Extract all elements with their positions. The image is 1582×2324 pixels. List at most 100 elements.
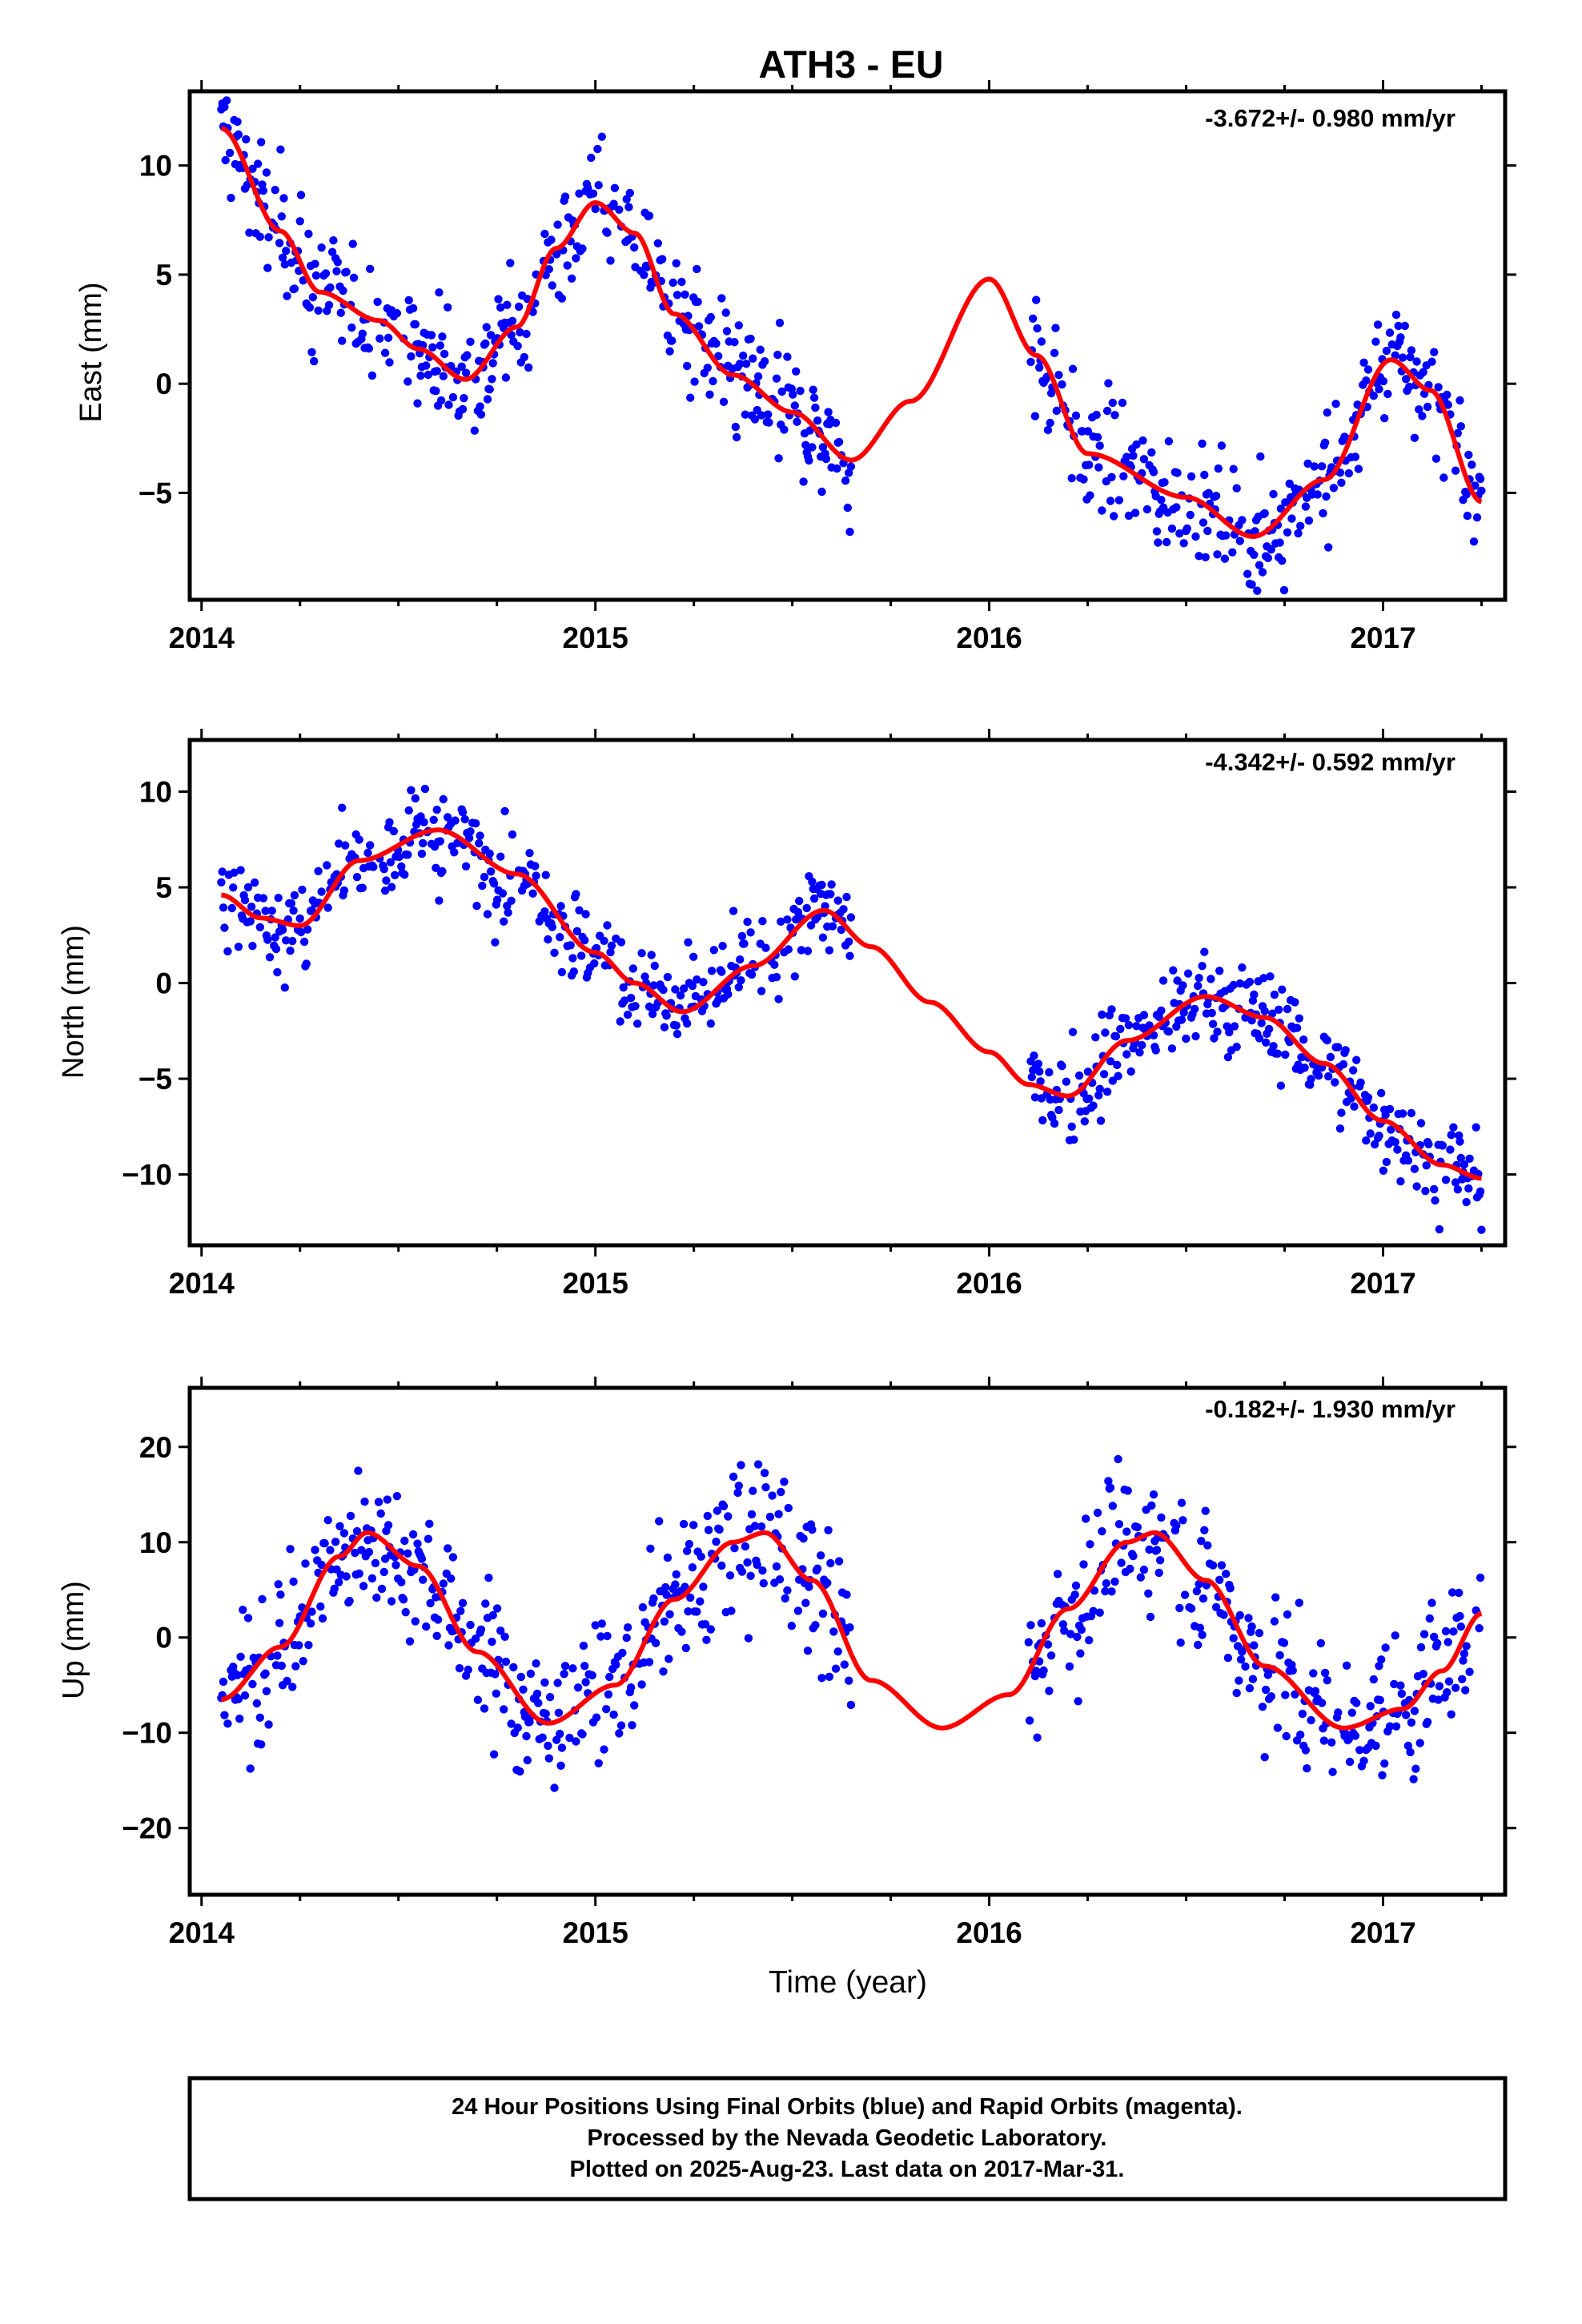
up-position-point: [252, 1699, 261, 1708]
east-position-point: [673, 291, 682, 300]
up-position-point: [500, 1632, 509, 1641]
north-position-point: [1107, 1005, 1116, 1014]
up-position-point: [1443, 1688, 1452, 1697]
north-position-point: [1054, 1105, 1063, 1115]
up-y-tick-label: 0: [155, 1622, 172, 1655]
up-model-line: [220, 1530, 1483, 1731]
north-position-point: [1101, 1028, 1110, 1037]
east-position-point: [481, 339, 490, 348]
up-position-point: [1427, 1598, 1436, 1607]
north-position-point: [1102, 1088, 1112, 1096]
east-position-point: [1285, 479, 1294, 489]
north-position-point: [429, 815, 438, 824]
up-position-point: [1045, 1687, 1054, 1695]
north-position-point: [777, 917, 785, 927]
north-position-point: [460, 814, 469, 824]
up-position-point: [1298, 1709, 1307, 1719]
up-position-point: [1303, 1764, 1311, 1773]
east-position-point: [1351, 452, 1360, 461]
north-position-point: [1369, 1103, 1379, 1112]
east-position-point: [622, 195, 631, 203]
up-position-point: [1176, 1638, 1185, 1647]
up-position-point: [628, 1721, 636, 1730]
north-position-point: [475, 838, 484, 848]
up-position-point: [1102, 1579, 1111, 1588]
up-position-point: [1117, 1558, 1126, 1567]
north-position-point: [1198, 962, 1207, 971]
east-position-point: [1406, 352, 1415, 362]
up-position-point: [401, 1608, 410, 1617]
east-position-point: [734, 321, 743, 330]
east-position-point: [259, 186, 268, 195]
north-position-point: [729, 907, 738, 915]
north-position-point: [267, 907, 276, 915]
up-position-point: [496, 1626, 505, 1635]
east-position-point: [681, 290, 689, 299]
east-position-point: [741, 410, 750, 419]
up-position-point: [753, 1460, 763, 1469]
up-position-point: [1037, 1618, 1046, 1628]
north-position-point: [676, 991, 685, 1000]
east-plot-frame: [187, 89, 1508, 602]
up-position-point: [1344, 1735, 1354, 1743]
north-position-point: [382, 876, 391, 885]
east-position-point: [1379, 376, 1388, 386]
up-position-point: [501, 1657, 511, 1667]
north-position-point: [746, 928, 755, 937]
up-position-point: [603, 1631, 612, 1641]
up-position-point: [1104, 1477, 1113, 1486]
up-position-point: [775, 1575, 785, 1584]
north-position-point: [758, 917, 767, 926]
up-position-point: [466, 1620, 475, 1630]
up-position-point: [330, 1584, 339, 1594]
footer-line-1: 24 Hour Positions Using Final Orbits (bl…: [452, 2094, 1243, 2120]
north-position-point: [432, 806, 441, 814]
up-position-point: [817, 1674, 826, 1683]
up-position-point: [1261, 1685, 1271, 1695]
up-position-point: [1378, 1771, 1387, 1779]
up-position-point: [596, 1632, 605, 1641]
up-position-point: [1195, 1623, 1205, 1632]
up-position-point: [1451, 1683, 1460, 1692]
up-position-point: [605, 1672, 614, 1682]
east-position-point: [653, 239, 662, 247]
north-position-point: [828, 922, 837, 931]
up-position-point: [845, 1676, 853, 1685]
up-position-point: [405, 1637, 415, 1646]
east-position-point: [547, 235, 556, 244]
up-x-tick-label: 2016: [956, 1916, 1022, 1949]
east-position-point: [1232, 484, 1241, 493]
up-position-point: [592, 1713, 601, 1722]
up-position-point: [1108, 1502, 1118, 1510]
up-position-point: [444, 1544, 452, 1553]
up-y-axis-label: Up (mm): [57, 1581, 90, 1699]
north-position-point: [458, 808, 468, 817]
east-position-point: [1213, 550, 1222, 559]
up-position-point: [392, 1492, 402, 1501]
east-position-point: [553, 220, 562, 229]
east-position-point: [1303, 459, 1312, 468]
east-position-point: [439, 372, 448, 380]
north-position-point: [489, 879, 499, 888]
north-position-point: [577, 951, 586, 960]
east-position-point: [436, 396, 446, 405]
north-position-point: [1058, 1062, 1066, 1071]
up-y-tick-label: −20: [122, 1812, 172, 1845]
up-position-point: [1226, 1584, 1235, 1593]
north-position-point: [307, 906, 316, 915]
up-position-point: [1144, 1589, 1153, 1598]
north-position-point: [223, 947, 232, 956]
east-position-point: [339, 286, 347, 296]
north-position-point: [572, 927, 581, 936]
east-position-point: [731, 422, 740, 432]
north-position-point: [246, 917, 255, 926]
up-position-point: [781, 1594, 789, 1603]
up-position-point: [220, 1711, 229, 1719]
north-position-point: [1195, 974, 1203, 983]
east-position-point: [1462, 490, 1471, 499]
up-position-point: [1145, 1545, 1154, 1554]
east-position-point: [772, 374, 781, 383]
east-position-point: [1296, 521, 1305, 530]
up-position-point: [1043, 1640, 1053, 1649]
north-position-point: [271, 933, 279, 942]
